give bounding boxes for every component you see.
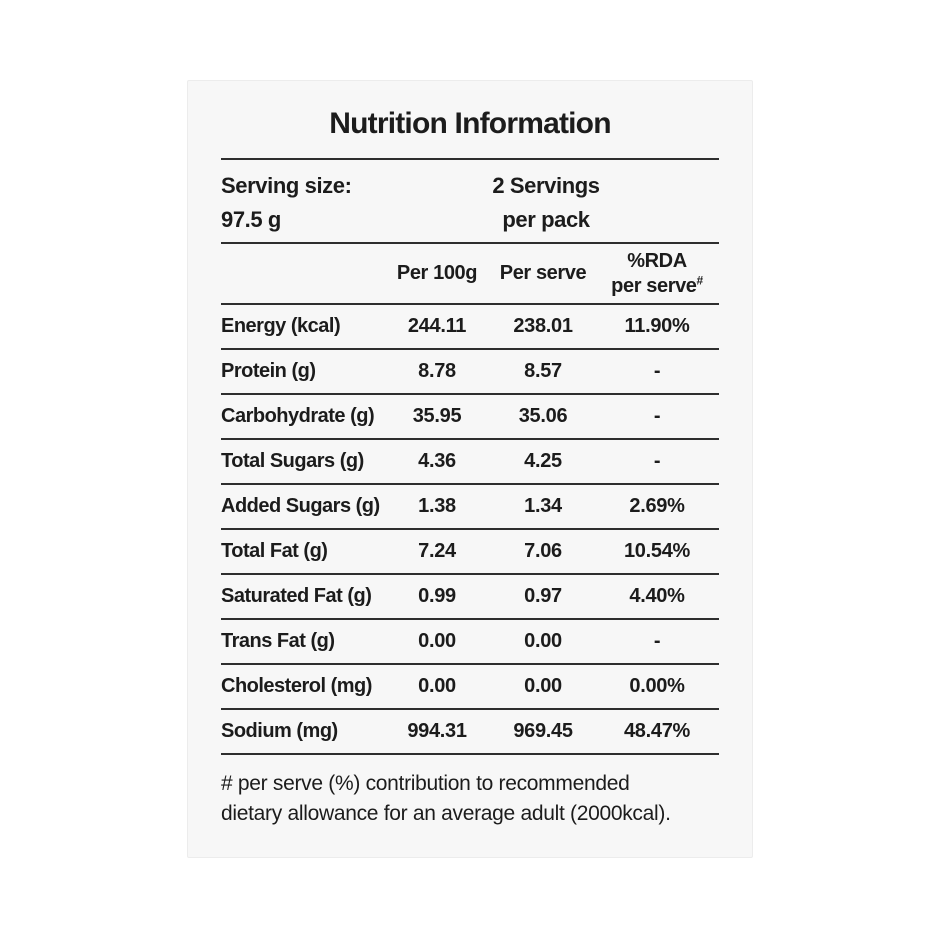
value-per-serve: 4.25 (524, 450, 562, 472)
nutrient-label: Saturated Fat (g) (221, 585, 372, 607)
row-trans-fat: Trans Fat (g) 0.00 0.00 - (221, 620, 719, 665)
value-per-serve: 0.97 (524, 585, 562, 607)
rda-footnote-marker: # (696, 272, 704, 287)
row-cholesterol: Cholesterol (mg) 0.00 0.00 0.00% (221, 665, 719, 710)
serving-size-value: 97.5 g (221, 207, 281, 232)
value-per-serve: 969.45 (513, 720, 573, 742)
nutrient-label: Protein (g) (221, 360, 316, 382)
column-header-rda: %RDA per serve# (593, 249, 721, 299)
value-per-100g: 35.95 (412, 405, 462, 427)
table-header-row: Per 100g Per serve %RDA per serve# (221, 244, 719, 305)
nutrient-label: Total Sugars (g) (221, 450, 364, 472)
value-per-100g: 994.31 (407, 720, 467, 742)
serving-size-label: Serving size: (221, 173, 352, 198)
nutrition-label-card: Nutrition Information Serving size: 97.5… (187, 80, 753, 858)
value-rda: - (653, 360, 661, 382)
row-total-fat: Total Fat (g) 7.24 7.06 10.54% (221, 530, 719, 575)
value-per-serve: 35.06 (518, 405, 568, 427)
nutrient-label: Energy (kcal) (221, 315, 341, 337)
row-saturated-fat: Saturated Fat (g) 0.99 0.97 4.40% (221, 575, 719, 620)
value-per-serve: 7.06 (524, 540, 562, 562)
nutrient-label: Sodium (mg) (221, 720, 338, 742)
row-carbohydrate: Carbohydrate (g) 35.95 35.06 - (221, 395, 719, 440)
column-header-per-100g: Per 100g (396, 262, 478, 284)
value-per-serve: 0.00 (524, 630, 562, 652)
column-header-per-serve: Per serve (499, 262, 587, 284)
value-rda: - (653, 450, 661, 472)
value-rda: 10.54% (623, 540, 691, 562)
value-per-100g: 0.00 (418, 630, 456, 652)
value-rda: 0.00% (629, 675, 685, 697)
value-per-100g: 8.78 (418, 360, 456, 382)
nutrient-label: Total Fat (g) (221, 540, 328, 562)
servings-count: 2 Servings (492, 173, 600, 198)
value-per-100g: 0.00 (418, 675, 456, 697)
row-added-sugars: Added Sugars (g) 1.38 1.34 2.69% (221, 485, 719, 530)
rda-footnote-line2: dietary allowance for an average adult (… (221, 802, 671, 825)
rda-footnote: # per serve (%) contribution to recommen… (221, 755, 719, 829)
value-per-100g: 7.24 (418, 540, 456, 562)
row-energy: Energy (kcal) 244.11 238.01 11.90% (221, 305, 719, 350)
value-per-serve: 1.34 (524, 495, 562, 517)
value-per-serve: 238.01 (513, 315, 573, 337)
value-rda: 2.69% (629, 495, 685, 517)
value-rda: 11.90% (624, 315, 690, 337)
nutrient-label: Carbohydrate (g) (221, 405, 375, 427)
rda-header-line2: per serve (611, 274, 697, 297)
row-protein: Protein (g) 8.78 8.57 - (221, 350, 719, 395)
value-per-serve: 8.57 (524, 360, 562, 382)
value-per-100g: 4.36 (418, 450, 456, 472)
value-per-serve: 0.00 (524, 675, 562, 697)
value-rda: 4.40% (629, 585, 685, 607)
nutrient-label: Added Sugars (g) (221, 495, 380, 517)
serving-section: Serving size: 97.5 g 2 Servings per pack (221, 160, 719, 244)
value-rda: - (653, 405, 661, 427)
servings-per-pack-block: 2 Servings per pack (436, 169, 656, 237)
nutrition-label-title: Nutrition Information (221, 81, 719, 160)
value-rda: - (653, 630, 661, 652)
value-per-100g: 1.38 (418, 495, 456, 517)
rda-footnote-line1: # per serve (%) contribution to recommen… (221, 772, 630, 795)
value-per-100g: 0.99 (418, 585, 456, 607)
servings-per-pack-label: per pack (502, 207, 590, 232)
serving-size-block: Serving size: 97.5 g (221, 169, 352, 237)
value-rda: 48.47% (623, 720, 691, 742)
nutrient-label: Trans Fat (g) (221, 630, 335, 652)
rda-header-line1: %RDA (627, 249, 687, 272)
nutrient-label: Cholesterol (mg) (221, 675, 372, 697)
row-sodium: Sodium (mg) 994.31 969.45 48.47% (221, 710, 719, 755)
row-total-sugars: Total Sugars (g) 4.36 4.25 - (221, 440, 719, 485)
value-per-100g: 244.11 (407, 315, 467, 337)
